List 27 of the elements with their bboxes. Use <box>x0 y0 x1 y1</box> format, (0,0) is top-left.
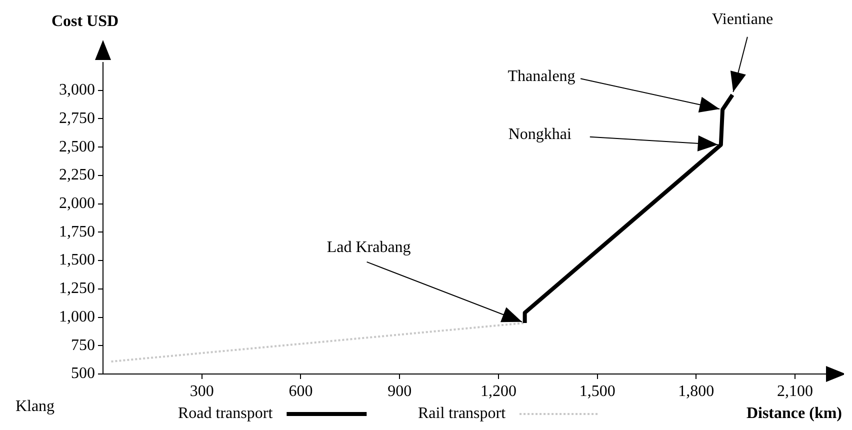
annotation: Lad Krabang <box>326 239 411 256</box>
y-tick-label: 500 <box>71 365 95 382</box>
y-tick-label: 2,500 <box>59 138 95 156</box>
x-tick-label: 600 <box>288 382 313 400</box>
x-tick-label: 1,200 <box>480 382 516 400</box>
y-tick-label: 1,250 <box>59 280 95 298</box>
x-tick-label: 2,100 <box>777 382 814 400</box>
annotation: Nongkhai <box>508 126 572 144</box>
text: Klang <box>15 398 55 416</box>
y-tick-label: 1,500 <box>59 252 95 269</box>
legend-label: Road transport <box>178 405 274 422</box>
y-axis-title: Cost USD <box>51 13 119 30</box>
x-tick-label: 900 <box>388 382 412 400</box>
y-tick-label: 2,000 <box>59 195 95 212</box>
y-tick-label: 1,000 <box>59 308 95 326</box>
y-tick-label: 1,750 <box>59 223 95 240</box>
y-tick-label: 750 <box>71 336 95 354</box>
annotation: Thanaleng <box>508 68 576 85</box>
y-tick-label: 3,000 <box>59 82 95 99</box>
y-tick-label: 2,750 <box>59 110 95 127</box>
x-tick-label: 1,500 <box>579 382 616 400</box>
x-axis-title: Distance (km) <box>746 405 842 422</box>
y-tick-label: 2,250 <box>59 166 95 184</box>
x-tick-label: 1,800 <box>678 382 714 400</box>
annotation: Vientiane <box>712 11 774 28</box>
x-tick-label: 300 <box>190 382 214 400</box>
legend-label: Rail transport <box>418 405 506 422</box>
